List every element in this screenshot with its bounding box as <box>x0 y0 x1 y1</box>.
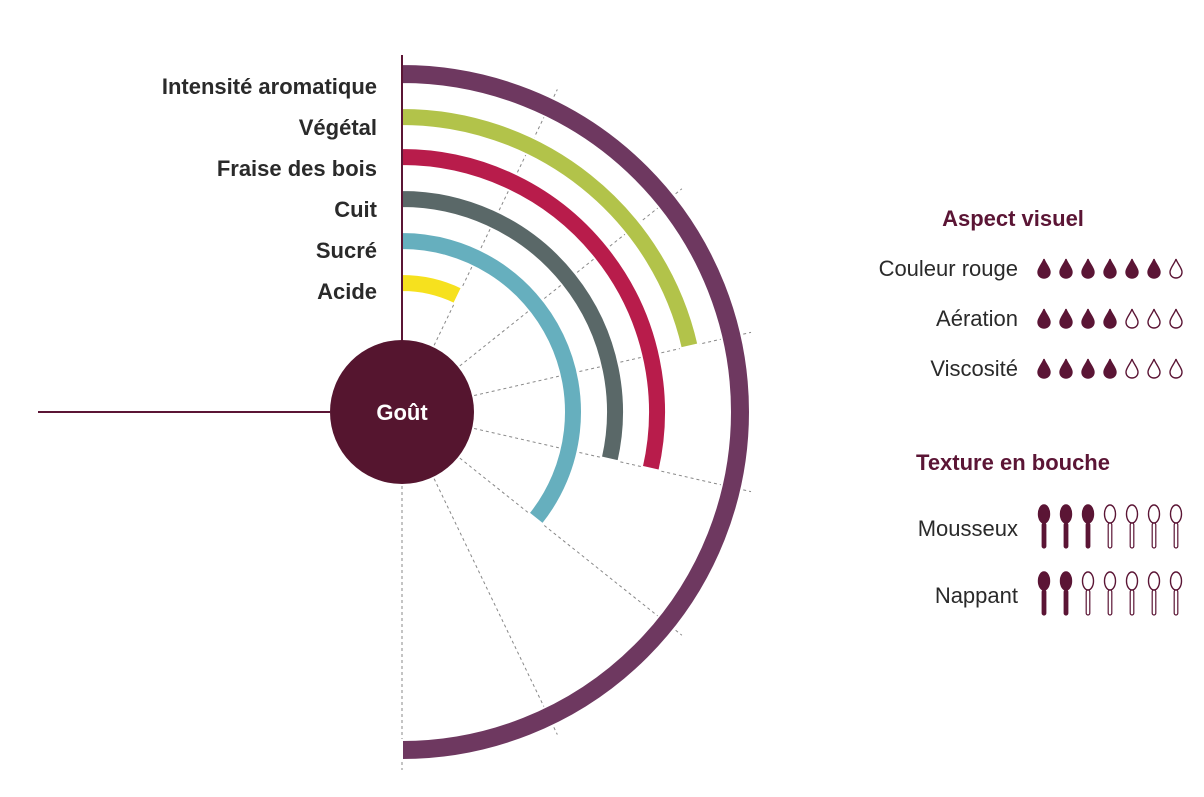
drop-empty-icon <box>1147 358 1161 379</box>
drop-filled-icon <box>1103 308 1117 329</box>
drop-empty-icon <box>1169 358 1183 379</box>
spoon-empty-icon <box>1103 504 1117 549</box>
guide-line <box>474 427 752 493</box>
guide-line <box>474 331 752 397</box>
label-couleur-rouge: Couleur rouge <box>879 256 1018 281</box>
drop-empty-icon <box>1169 258 1183 279</box>
drop-filled-icon <box>1103 258 1117 279</box>
spoon-filled-icon <box>1037 571 1051 616</box>
label-sucre: Sucré <box>316 238 377 263</box>
spoon-empty-icon <box>1147 504 1161 549</box>
spoon-empty-icon <box>1169 504 1183 549</box>
drop-filled-icon <box>1081 308 1095 329</box>
center-circle <box>330 340 474 484</box>
guide-line <box>433 478 558 735</box>
aspect-visuel-rows: Couleur rouge Aération Viscosité <box>879 256 1183 381</box>
aspect-visuel-title: Aspect visuel <box>942 206 1084 231</box>
bar-acide <box>401 272 464 306</box>
drop-filled-icon <box>1059 308 1073 329</box>
drop-filled-icon <box>1037 358 1051 379</box>
drop-empty-icon <box>1169 308 1183 329</box>
spoon-empty-icon <box>1125 504 1139 549</box>
label-acide: Acide <box>317 279 377 304</box>
drop-filled-icon <box>1081 258 1095 279</box>
guide-line <box>433 89 558 346</box>
bar-sucre <box>401 230 583 526</box>
drop-filled-icon <box>1059 258 1073 279</box>
flavor-labels: Intensité aromatique Végétal Fraise des bo… <box>162 74 378 304</box>
chart-axis <box>38 55 403 413</box>
drop-empty-icon <box>1125 358 1139 379</box>
spoon-empty-icon <box>1147 571 1161 616</box>
bar-fraise-des-bois <box>401 146 667 472</box>
drop-filled-icon <box>1103 358 1117 379</box>
guide-lines <box>401 89 752 770</box>
drop-filled-icon <box>1037 258 1051 279</box>
label-fraise-des-bois: Fraise des bois <box>217 156 377 181</box>
drop-filled-icon <box>1125 258 1139 279</box>
drop-filled-icon <box>1037 308 1051 329</box>
spoon-empty-icon <box>1081 571 1095 616</box>
spoon-filled-icon <box>1059 571 1073 616</box>
texture-title: Texture en bouche <box>916 450 1110 475</box>
drop-empty-icon <box>1125 308 1139 329</box>
label-viscosite: Viscosité <box>930 356 1018 381</box>
spoon-filled-icon <box>1081 504 1095 549</box>
flavor-arcs <box>401 62 751 762</box>
drop-filled-icon <box>1059 358 1073 379</box>
label-aeration: Aération <box>936 306 1018 331</box>
bar-intensite-aromatique <box>401 62 751 762</box>
bar-vegetal <box>401 106 700 350</box>
drop-empty-icon <box>1147 308 1161 329</box>
drop-filled-icon <box>1147 258 1161 279</box>
label-vegetal: Végétal <box>299 115 377 140</box>
bar-cuit <box>401 188 625 463</box>
center-label: Goût <box>376 400 428 425</box>
label-mousseux: Mousseux <box>918 516 1018 541</box>
spoon-empty-icon <box>1169 571 1183 616</box>
texture-rows: Mousseux Nappant <box>918 504 1183 616</box>
spoon-empty-icon <box>1125 571 1139 616</box>
guide-line <box>459 457 683 636</box>
label-cuit: Cuit <box>334 197 377 222</box>
label-intensite-aromatique: Intensité aromatique <box>162 74 377 99</box>
spoon-filled-icon <box>1037 504 1051 549</box>
spoon-filled-icon <box>1059 504 1073 549</box>
drop-filled-icon <box>1081 358 1095 379</box>
spoon-empty-icon <box>1103 571 1117 616</box>
label-nappant: Nappant <box>935 583 1018 608</box>
guide-line <box>459 188 683 367</box>
